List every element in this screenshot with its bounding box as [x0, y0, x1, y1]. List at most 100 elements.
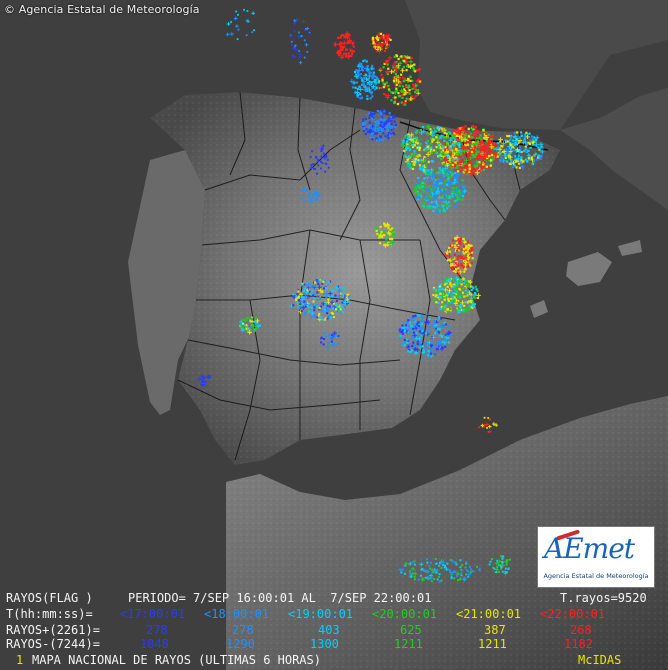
- lightning-strike-negative: [490, 153, 493, 157]
- lightning-strike-negative: [450, 577, 453, 580]
- lightning-strike-negative: [451, 152, 455, 155]
- lightning-strike-negative: [471, 136, 474, 139]
- lightning-strike-negative: [361, 123, 365, 126]
- lightning-strike-negative: [470, 251, 474, 254]
- lightning-strike-positive: [434, 570, 439, 575]
- lightning-strike-negative: [434, 190, 437, 193]
- lightning-strike-negative: [352, 45, 355, 48]
- lightning-strike-positive: [439, 143, 444, 148]
- lightning-strike-negative: [251, 320, 254, 323]
- lightning-strike-positive: [454, 287, 459, 292]
- lightning-strike-negative: [475, 136, 479, 139]
- lightning-strike-negative: [253, 328, 256, 331]
- lightning-strike-negative: [310, 306, 313, 309]
- lightning-strike-negative: [454, 262, 457, 265]
- lightning-strike-negative: [391, 230, 394, 233]
- lightning-strike-positive: [367, 87, 372, 93]
- lightning-strike-negative: [483, 416, 486, 419]
- lightning-strike-positive: [384, 45, 390, 50]
- lightning-strike-negative: [379, 32, 383, 35]
- lightning-strike-negative: [513, 131, 516, 134]
- lightning-strike-negative: [456, 292, 459, 295]
- credit-text: © Agencia Estatal de Meteorología: [4, 3, 200, 16]
- lightning-strike-positive: [487, 147, 493, 153]
- lightning-strike-negative: [371, 38, 374, 41]
- lightning-strike-negative: [321, 282, 324, 285]
- lightning-strike-negative: [464, 169, 467, 172]
- lightning-strike-negative: [471, 144, 474, 147]
- lightning-strike-positive: [474, 170, 480, 176]
- lightning-strike-negative: [480, 151, 484, 154]
- lightning-strike-negative: [423, 177, 426, 180]
- lightning-strike-negative: [463, 135, 466, 138]
- lightning-strike-negative: [428, 146, 431, 150]
- lightning-strike-negative: [467, 257, 470, 261]
- lightning-strike-negative: [201, 376, 204, 379]
- lightning-strike-negative: [352, 50, 355, 53]
- lightning-strike-negative: [409, 147, 412, 150]
- lightning-strike-negative: [460, 568, 463, 571]
- lightning-strike-positive: [462, 577, 467, 582]
- lightning-strike-negative: [519, 150, 522, 153]
- ibiza: [530, 300, 548, 318]
- lightning-strike-negative: [305, 28, 307, 30]
- lightning-strike-negative: [330, 338, 333, 341]
- lightning-strike-negative: [493, 152, 496, 155]
- lightning-strike-negative: [413, 560, 416, 563]
- lightning-strike-negative: [466, 301, 470, 304]
- lightning-strike-negative: [336, 285, 339, 288]
- lightning-strike-negative: [485, 155, 489, 158]
- lightning-strike-positive: [389, 69, 394, 74]
- lightning-strike-negative: [324, 336, 328, 339]
- lightning-strike-negative: [367, 126, 370, 129]
- lightning-strike-negative: [456, 258, 459, 261]
- lightning-strike-negative: [443, 280, 447, 283]
- lightning-strike-negative: [303, 313, 306, 316]
- lightning-strike-negative: [299, 53, 302, 56]
- lightning-strike-positive: [321, 143, 326, 148]
- lightning-strike-positive: [428, 573, 433, 578]
- lightning-strike-negative: [407, 133, 410, 136]
- lightning-strike-negative: [336, 334, 339, 337]
- lightning-strike-negative: [507, 134, 511, 138]
- lightning-strike-negative: [486, 426, 488, 429]
- lightning-strike-negative: [341, 48, 344, 51]
- lightning-strike-negative: [411, 344, 414, 348]
- lightning-strike-negative: [480, 149, 484, 152]
- lightning-strike-positive: [403, 90, 409, 95]
- lightning-strike-negative: [339, 36, 342, 39]
- lightning-strike-negative: [426, 571, 429, 574]
- lightning-strike-negative: [323, 280, 326, 283]
- lightning-strike-negative: [470, 246, 473, 249]
- lightning-strike-negative: [362, 84, 365, 87]
- lightning-strike-negative: [371, 81, 374, 84]
- lightning-strike-negative: [451, 244, 454, 247]
- lightning-strike-negative: [397, 67, 400, 70]
- lightning-strike-negative: [415, 197, 418, 200]
- lightning-strike-negative: [446, 134, 450, 137]
- lightning-strike-negative: [437, 137, 441, 140]
- lightning-strike-negative: [504, 570, 507, 573]
- lightning-strike-negative: [460, 192, 463, 195]
- lightning-strike-positive: [293, 18, 297, 23]
- lightning-strike-negative: [453, 144, 456, 147]
- lightning-strike-negative: [405, 69, 408, 72]
- lightning-strike-negative: [469, 305, 473, 308]
- lightning-strike-positive: [298, 60, 303, 65]
- lightning-strike-negative: [436, 578, 439, 581]
- lightning-strike-negative: [454, 237, 458, 240]
- lightning-strike-negative: [458, 160, 462, 163]
- lightning-strike-negative: [456, 181, 459, 184]
- lightning-strike-negative: [415, 137, 418, 140]
- lightning-strike-negative: [403, 338, 406, 341]
- lightning-strike-negative: [339, 50, 342, 53]
- lightning-strike-positive: [255, 318, 260, 323]
- lightning-strike-negative: [430, 183, 434, 186]
- lightning-strike-negative: [311, 289, 314, 292]
- lightning-strike-positive: [456, 305, 461, 310]
- lightning-strike-negative: [469, 161, 473, 165]
- lightning-strike-positive: [251, 11, 256, 16]
- lightning-strike-positive: [413, 350, 419, 356]
- lightning-strike-negative: [456, 196, 459, 200]
